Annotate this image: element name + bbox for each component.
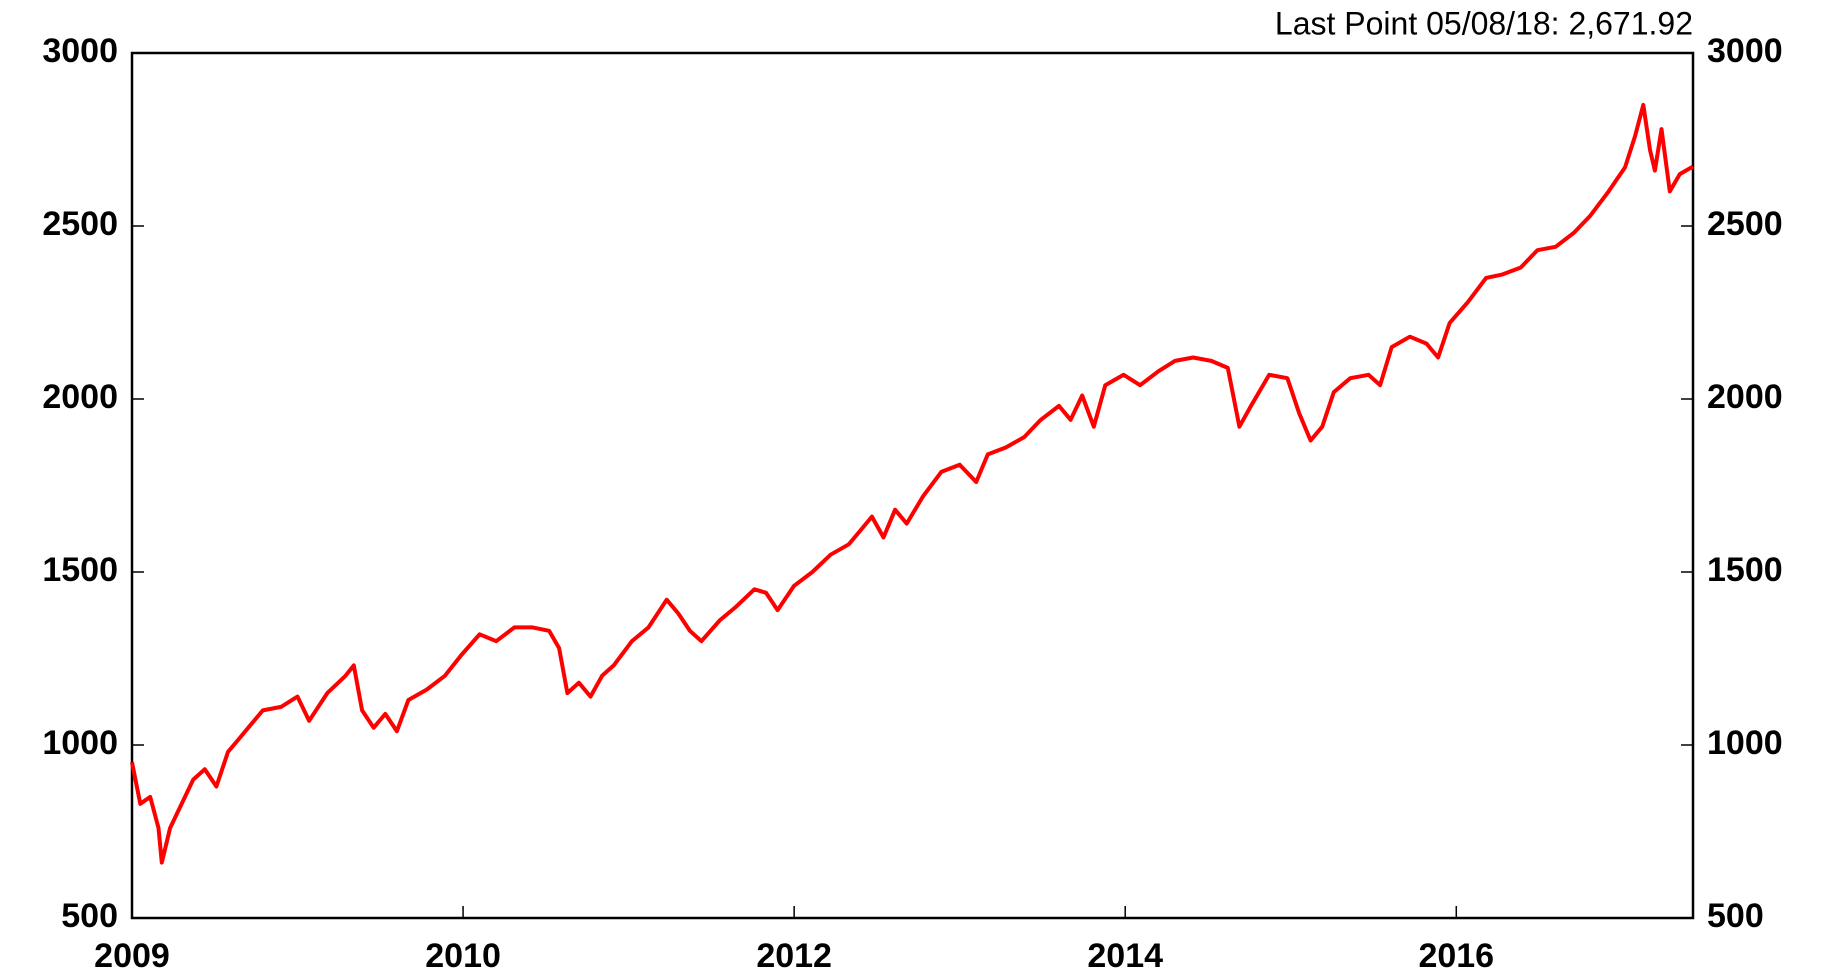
x-tick-label: 2016 (1418, 937, 1494, 975)
price-line (130, 102, 1694, 865)
plot-frame (130, 51, 1695, 920)
x-tick-label: 2012 (756, 937, 832, 975)
y-tick-label: 1500 (42, 551, 118, 589)
y2-tick-label: 2500 (1707, 205, 1783, 243)
y2-tick-label: 1500 (1707, 551, 1783, 589)
y-tick-label: 2500 (42, 205, 118, 243)
x-start-label: 2009 (94, 937, 170, 975)
y2-tick-label: 3000 (1707, 32, 1783, 70)
y-tick-label: 1000 (42, 724, 118, 762)
y-tick-label: 500 (61, 897, 118, 935)
annotation: Last Point 05/08/18: 2,671.92 (1275, 5, 1693, 41)
y-tick-label: 2000 (42, 378, 118, 416)
y2-tick-label: 2000 (1707, 378, 1783, 416)
y2-tick-label: 500 (1707, 897, 1764, 935)
y-tick-label: 3000 (42, 32, 118, 70)
x-tick-label: 2014 (1087, 937, 1163, 975)
x-tick-label: 2010 (425, 937, 501, 975)
y2-tick-label: 1000 (1707, 724, 1783, 762)
